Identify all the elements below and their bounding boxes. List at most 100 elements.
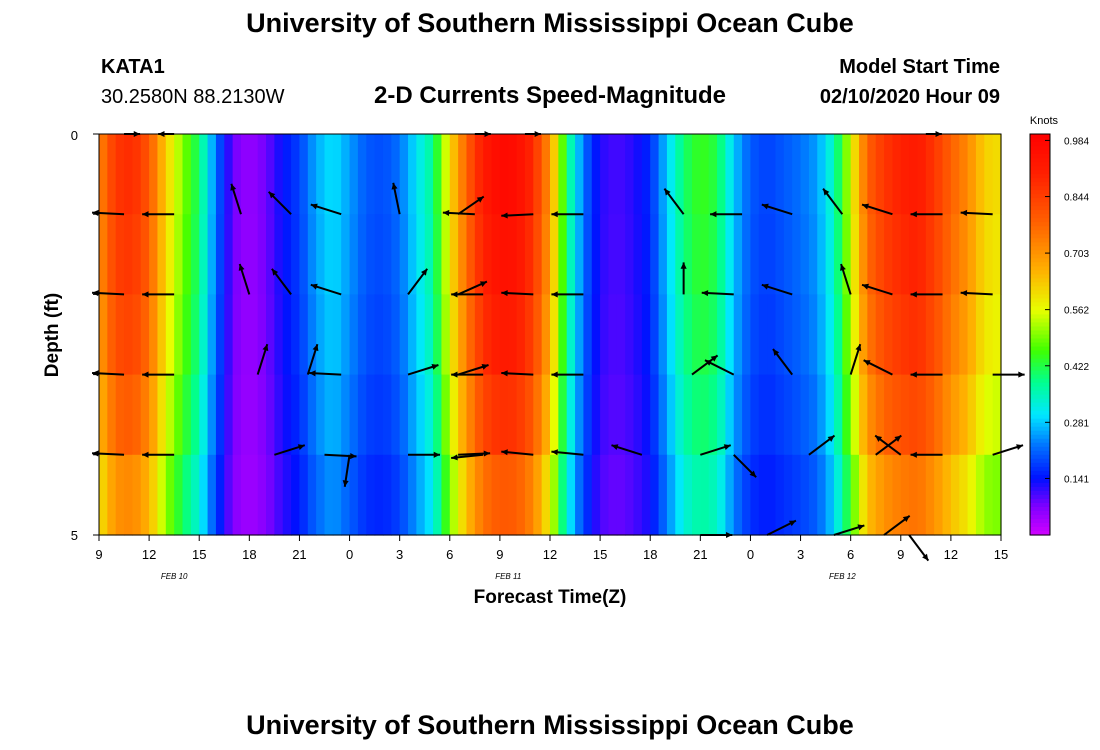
colorbar-swatch — [1030, 442, 1050, 448]
heatmap-cell — [458, 454, 468, 536]
heatmap-cell — [817, 214, 827, 295]
colorbar-swatch — [1030, 434, 1050, 440]
vector-head — [910, 451, 917, 458]
heatmap-cell — [508, 214, 518, 295]
heatmap-cell — [967, 454, 977, 536]
heatmap-cell — [708, 294, 718, 376]
heatmap-cell — [332, 454, 342, 536]
heatmap-cell — [282, 374, 292, 456]
current-vector — [408, 451, 441, 458]
heatmap-cell — [424, 134, 434, 215]
heatmap-cell — [349, 294, 359, 376]
heatmap-cell — [800, 294, 810, 376]
heatmap-cell — [859, 454, 868, 536]
heatmap-cell — [950, 454, 960, 536]
heatmap-cell — [491, 134, 501, 215]
current-vector — [908, 534, 930, 562]
current-vector — [306, 343, 319, 375]
heatmap-cell — [825, 454, 835, 536]
heatmap-cell — [633, 454, 643, 536]
current-vector — [701, 290, 734, 297]
heatmap-cell — [165, 294, 175, 376]
heatmap-cell — [541, 454, 551, 536]
current-vector — [267, 191, 292, 215]
vector-head — [442, 209, 450, 216]
heatmap-cell — [733, 454, 743, 536]
heatmap-cell — [433, 294, 443, 376]
heatmap-cell — [775, 454, 785, 536]
vector-head — [710, 211, 717, 218]
heatmap-cell — [466, 134, 476, 215]
vector-head — [142, 291, 149, 298]
vector-head — [391, 182, 398, 190]
heatmap-cell — [374, 454, 384, 536]
heatmap-cell — [884, 454, 894, 536]
heatmap-cell — [541, 214, 551, 295]
colorbar-swatch — [1030, 306, 1050, 312]
heatmap-cell — [608, 214, 618, 295]
heatmap-cell — [474, 134, 484, 215]
heatmap-cell — [366, 294, 376, 376]
vector-head — [501, 370, 508, 377]
heatmap-cell — [441, 374, 451, 456]
heatmap-cell — [533, 214, 543, 295]
current-vector — [874, 434, 902, 456]
current-vector — [551, 211, 584, 218]
heatmap-cell — [516, 454, 526, 536]
colorbar-swatch — [1030, 334, 1050, 340]
heatmap-cell — [391, 294, 401, 376]
heatmap-cell — [641, 454, 651, 536]
heatmap-cell — [725, 374, 735, 456]
heatmap-cell — [424, 294, 434, 376]
vector-head — [92, 370, 99, 377]
heatmap-cell — [441, 294, 451, 376]
heatmap-cell — [859, 214, 868, 295]
heatmap-cell — [307, 454, 317, 536]
heatmap-cell — [700, 454, 710, 536]
heatmap-cell — [758, 214, 768, 295]
heatmap-cell — [316, 374, 326, 456]
heatmap-cell — [332, 294, 342, 376]
vector-head — [910, 211, 917, 218]
x-tick-labels: 9 12 15 18 21 0 3 6 9 12 15 18 21 0 3 6 9 12 15 — [95, 547, 1008, 562]
x-tick-label: 21 — [693, 547, 707, 562]
vector-head — [309, 370, 316, 377]
heatmap-cell — [925, 454, 935, 536]
vector-head — [92, 209, 99, 216]
colorbar-swatch — [1030, 174, 1050, 179]
heatmap-cell — [299, 134, 309, 215]
heatmap-cell — [541, 374, 551, 456]
x-tick-label: 9 — [95, 547, 102, 562]
model-start-value: 02/10/2020 Hour 09 — [819, 86, 1000, 108]
current-vector — [700, 444, 732, 456]
current-vector — [442, 209, 475, 216]
heatmap-cell — [215, 374, 225, 456]
heatmap-cell — [992, 294, 1002, 376]
heatmap-cell — [867, 294, 877, 376]
heatmap-cell — [792, 454, 802, 536]
heatmap-cell — [449, 134, 459, 215]
heatmap-cell — [299, 374, 309, 456]
heatmap-cell — [366, 134, 376, 215]
current-vector — [680, 262, 687, 295]
heatmap-cell — [691, 294, 701, 376]
heatmap-cell — [850, 134, 860, 215]
heatmap-cell — [433, 214, 443, 295]
heatmap-cell — [165, 454, 175, 536]
current-vector — [861, 283, 893, 296]
heatmap-cell — [99, 134, 108, 215]
current-vector — [761, 283, 793, 296]
heatmap-cell — [541, 294, 551, 376]
x-tick-label: 18 — [242, 547, 256, 562]
colorbar-swatch — [1030, 310, 1050, 316]
current-vector — [733, 454, 757, 478]
heatmap-cell — [867, 214, 877, 295]
heatmap-cell — [266, 294, 275, 376]
heatmap-cell — [99, 454, 108, 536]
heatmap-cell — [725, 454, 735, 536]
colorbar-frame — [1029, 133, 1051, 536]
heatmap-cell — [742, 134, 752, 215]
heatmap-cell — [182, 374, 192, 456]
heatmap-cell — [675, 134, 685, 215]
vector-head — [1016, 444, 1024, 451]
